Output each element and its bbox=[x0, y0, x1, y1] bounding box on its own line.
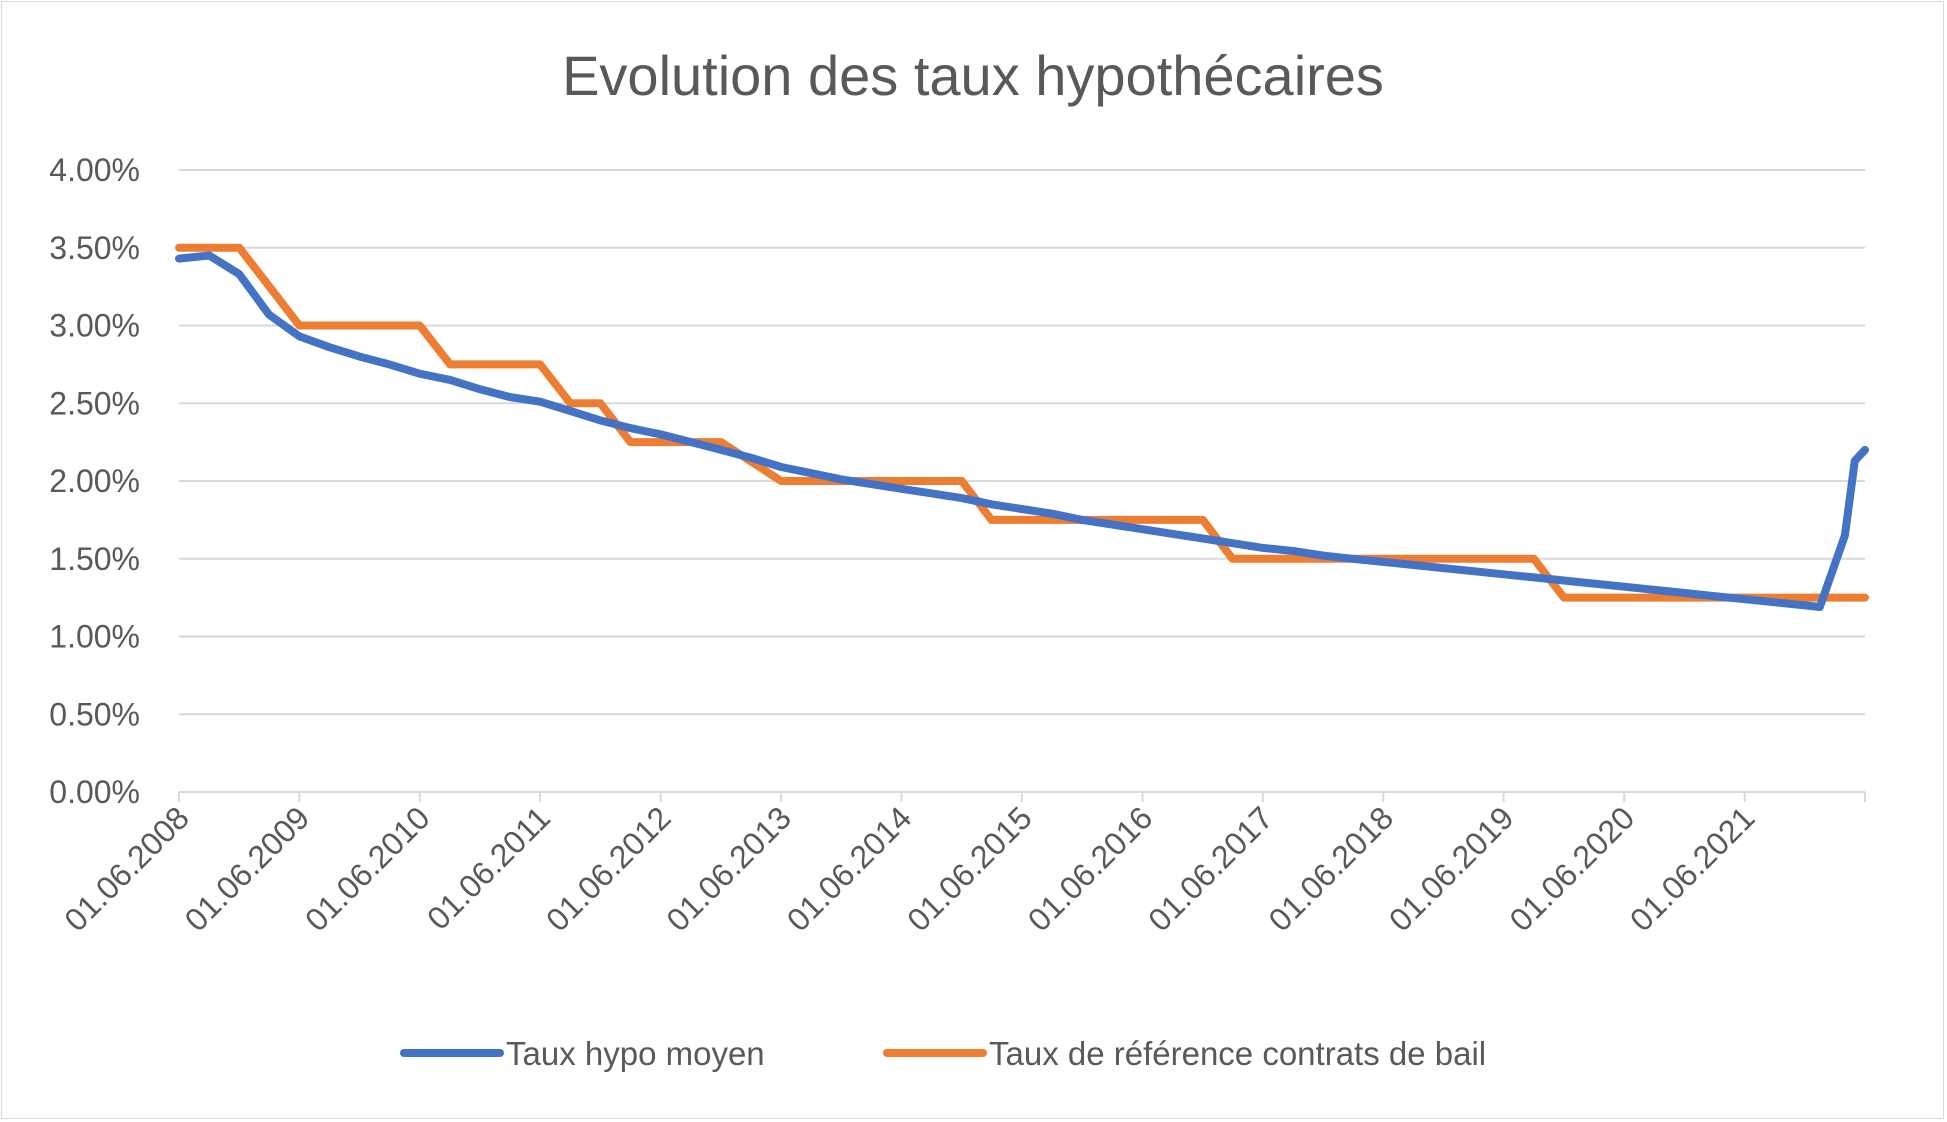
x-tick-label: 01.06.2020 bbox=[1503, 799, 1642, 938]
y-tick-label: 1.00% bbox=[49, 619, 140, 655]
x-tick-label: 01.06.2009 bbox=[178, 799, 317, 938]
chart-title: Evolution des taux hypothécaires bbox=[562, 44, 1384, 107]
y-tick-label: 0.00% bbox=[49, 774, 140, 810]
series-line-taux-hypo-moyen bbox=[175, 251, 1869, 611]
x-tick-label: 01.06.2017 bbox=[1141, 799, 1280, 938]
x-tick-label: 01.06.2015 bbox=[900, 799, 1039, 938]
y-tick-label: 2.00% bbox=[49, 463, 140, 499]
x-tick-label: 01.06.2012 bbox=[539, 799, 678, 938]
x-axis bbox=[178, 791, 1866, 802]
x-axis-labels: 01.06.200801.06.200901.06.201001.06.2011… bbox=[57, 799, 1761, 938]
legend-label: Taux de référence contrats de bail bbox=[989, 1035, 1486, 1072]
x-tick-label: 01.06.2019 bbox=[1382, 799, 1521, 938]
x-tick-label: 01.06.2018 bbox=[1261, 799, 1400, 938]
legend: Taux hypo moyen Taux de référence contrat… bbox=[400, 1035, 1486, 1072]
y-tick-label: 3.50% bbox=[49, 230, 140, 266]
x-tick-label: 01.06.2011 bbox=[420, 799, 557, 936]
x-tick-label: 01.06.2016 bbox=[1021, 799, 1160, 938]
x-tick-label: 01.06.2014 bbox=[780, 799, 919, 938]
gridlines bbox=[179, 169, 1865, 716]
y-tick-label: 3.00% bbox=[49, 308, 140, 344]
legend-label: Taux hypo moyen bbox=[506, 1035, 765, 1072]
legend-item-taux-hypo-moyen: Taux hypo moyen bbox=[400, 1035, 765, 1072]
series-line-taux-de-reference bbox=[175, 243, 1869, 602]
y-tick-label: 1.50% bbox=[49, 541, 140, 577]
y-tick-label: 2.50% bbox=[49, 385, 140, 421]
x-tick-label: 01.06.2008 bbox=[57, 799, 196, 938]
y-tick-label: 4.00% bbox=[49, 152, 140, 188]
x-tick-label: 01.06.2010 bbox=[298, 799, 437, 938]
x-tick-label: 01.06.2013 bbox=[659, 799, 798, 938]
series-lines bbox=[175, 243, 1869, 611]
y-tick-label: 0.50% bbox=[49, 696, 140, 732]
x-tick-label: 01.06.2021 bbox=[1623, 799, 1762, 938]
y-axis-labels: 0.00% 0.50% 1.00% 1.50% 2.00% 2.50% 3.00% 3.50%… bbox=[49, 152, 140, 810]
legend-item-taux-de-reference: Taux de référence contrats de bail bbox=[883, 1035, 1486, 1072]
